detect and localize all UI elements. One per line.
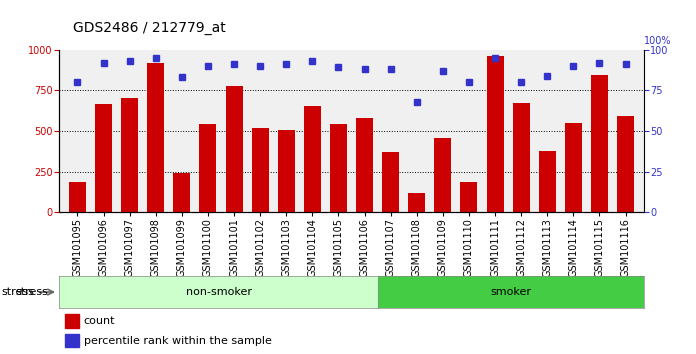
Bar: [434, 138, 451, 212]
Bar: [565, 123, 582, 212]
Text: GDS2486 / 212779_at: GDS2486 / 212779_at: [73, 21, 226, 35]
Bar: [409, 193, 425, 212]
Bar: [617, 116, 634, 212]
Bar: [252, 128, 269, 212]
Text: count: count: [84, 316, 116, 326]
Bar: [278, 130, 294, 212]
Bar: [95, 104, 112, 212]
Bar: [65, 314, 79, 328]
Bar: [591, 75, 608, 212]
Text: non-smoker: non-smoker: [186, 287, 252, 297]
Bar: [513, 103, 530, 212]
Text: 100%: 100%: [644, 36, 672, 46]
Text: percentile rank within the sample: percentile rank within the sample: [84, 336, 271, 346]
Text: smoker: smoker: [491, 287, 532, 297]
Bar: [330, 125, 347, 212]
Bar: [461, 182, 477, 212]
Bar: [356, 118, 373, 212]
Text: stress: stress: [1, 287, 34, 297]
Bar: [304, 106, 321, 212]
Bar: [382, 152, 399, 212]
Bar: [148, 63, 164, 212]
Bar: [65, 334, 79, 347]
Text: stress: stress: [16, 287, 49, 297]
Bar: [121, 98, 138, 212]
Bar: [487, 56, 503, 212]
Bar: [173, 173, 190, 212]
Bar: [69, 182, 86, 212]
Bar: [226, 86, 242, 212]
Bar: [539, 152, 555, 212]
Bar: [200, 124, 216, 212]
